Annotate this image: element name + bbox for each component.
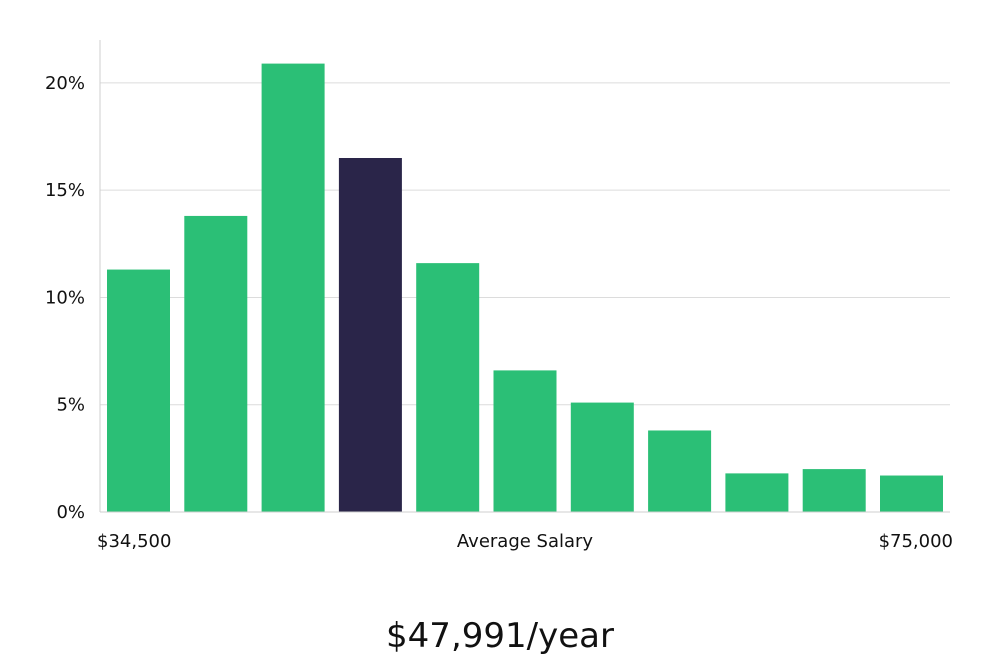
x-min-label: $34,500 xyxy=(97,531,171,552)
bar xyxy=(570,402,634,512)
bar xyxy=(107,269,170,512)
bar xyxy=(184,215,248,512)
y-axis-ticks: 0% 5% 10% 15% 20% xyxy=(45,73,85,523)
bar xyxy=(416,263,480,512)
y-tick-label: 15% xyxy=(45,180,85,201)
bars xyxy=(107,63,943,512)
y-tick-label: 10% xyxy=(45,287,85,308)
bar xyxy=(648,430,712,512)
y-tick-label: 0% xyxy=(56,502,85,523)
x-axis-title: Average Salary xyxy=(457,531,594,552)
y-tick-label: 20% xyxy=(45,73,85,94)
bar xyxy=(725,473,789,512)
bar xyxy=(493,370,557,512)
bar xyxy=(261,63,325,512)
bar-highlighted xyxy=(338,158,402,512)
bar xyxy=(802,469,866,512)
average-salary-value: $47,991/year xyxy=(386,616,614,656)
bar xyxy=(880,475,943,512)
x-max-label: $75,000 xyxy=(879,531,953,552)
y-tick-label: 5% xyxy=(56,395,85,416)
